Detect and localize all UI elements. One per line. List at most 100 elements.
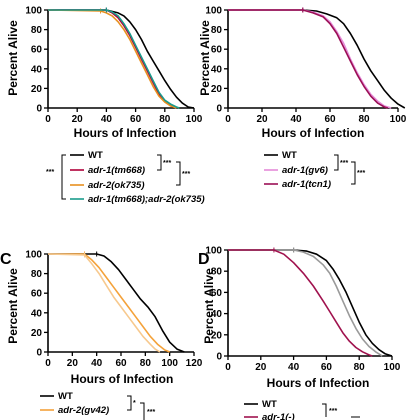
y-tick-label: 100 — [25, 6, 42, 17]
panel-c-ylabel: Percent Alive — [6, 268, 20, 344]
x-tick-label: 40 — [288, 362, 300, 373]
panel-a-xlabel: Hours of Infection — [74, 126, 177, 140]
panel-a-survival-chart: 0 20 40 60 80 100 0 20 40 60 80 100 Hours of Infect… — [6, 6, 205, 206]
series-line-series-1 — [228, 249, 383, 357]
y-tick-label: 20 — [211, 330, 223, 341]
y-tick-label: 20 — [211, 84, 223, 95]
y-tick-label: 0 — [36, 104, 42, 115]
y-tick-label: 40 — [211, 309, 223, 320]
y-tick-label: 80 — [211, 267, 223, 278]
legend-label-adr2-ok735: adr-2(ok735) — [88, 180, 145, 191]
series-line-adr-2-gv42 — [48, 253, 171, 353]
y-tick-label: 60 — [211, 45, 223, 56]
panel-d-sig-inner: *** — [329, 408, 337, 415]
panel-c-letter: C — [0, 251, 12, 268]
panel-a-bracket-outer — [61, 154, 66, 200]
panel-c-xlabel: Hours of Infection — [71, 372, 174, 386]
panel-c-plot-area: 0 20 40 60 80 100 0 20 40 60 80 100 120 — [25, 250, 202, 370]
legend-label-adr1-null: adr-1(-) — [262, 412, 295, 420]
y-tick-label: 80 — [31, 269, 43, 280]
panel-c-sig-inner: * — [133, 400, 136, 407]
x-tick-label: 20 — [67, 358, 79, 369]
x-tick-label: 60 — [324, 114, 336, 125]
panel-b-ylabel: Percent Alive — [198, 20, 212, 96]
y-tick-label: 40 — [31, 64, 43, 75]
y-tick-label: 40 — [31, 308, 43, 319]
panel-b-survival-chart: 0 20 40 60 80 100 0 20 40 60 80 100 Hours of Infect… — [198, 6, 407, 191]
legend-label-wt: WT — [58, 391, 73, 402]
panel-c-legend: WT adr-2(gv42) * *** — [40, 391, 155, 420]
y-tick-label: 80 — [211, 25, 223, 36]
panel-a-plot-area: 0 20 40 60 80 100 0 20 40 60 80 100 — [25, 6, 202, 126]
panel-d-xlabel: Hours of Infection — [267, 376, 370, 390]
panel-c-sig-outer: *** — [147, 409, 155, 416]
series-line-adr-1-tm668-adr-2-ok735 — [48, 9, 180, 109]
x-tick-label: 120 — [186, 358, 203, 369]
series-line-adr-2-ok735 — [47, 9, 177, 109]
x-tick-label: 0 — [45, 114, 51, 125]
x-tick-label: 20 — [72, 114, 84, 125]
y-tick-label: 60 — [31, 289, 43, 300]
panel-a-bracket-inner-1 — [157, 154, 162, 171]
x-tick-label: 100 — [186, 114, 203, 125]
panel-a-sig-inner-2: *** — [182, 171, 190, 178]
x-tick-label: 40 — [290, 114, 302, 125]
y-tick-label: 60 — [211, 288, 223, 299]
y-tick-label: 20 — [31, 328, 43, 339]
y-tick-label: 100 — [205, 6, 222, 17]
x-tick-label: 60 — [115, 358, 127, 369]
legend-label-wt: WT — [282, 150, 297, 161]
panel-b-sig-outer: *** — [357, 170, 365, 177]
x-tick-label: 80 — [140, 358, 152, 369]
panel-d-legend: WT adr-1(-) *** — [244, 399, 360, 420]
series-line-adr-1-tcn1 — [228, 9, 389, 109]
panel-a-sig-outer: *** — [46, 169, 54, 176]
panel-c-survival-chart: C 0 20 40 60 80 100 0 20 40 60 80 100 120 Hours of I… — [0, 250, 203, 420]
series-line-wt — [48, 9, 195, 109]
x-tick-label: 100 — [161, 358, 178, 369]
x-tick-label: 80 — [358, 114, 370, 125]
panel-a-sig-inner-1: *** — [163, 160, 171, 167]
x-tick-label: 100 — [390, 114, 407, 125]
panel-d-letter: D — [198, 251, 210, 268]
x-tick-label: 40 — [91, 358, 103, 369]
y-tick-label: 0 — [216, 352, 222, 363]
panel-d-survival-chart: D 0 20 40 60 80 100 0 20 40 60 80 100 Hours of Infe… — [198, 246, 401, 420]
y-tick-label: 100 — [25, 250, 42, 261]
panel-b-sig-inner: *** — [340, 160, 348, 167]
legend-label-adr2-gv42: adr-2(gv42) — [58, 405, 109, 416]
x-tick-label: 60 — [321, 362, 333, 373]
panel-b-legend: WT adr-1(gv6) adr-1(tcn1) *** *** — [264, 150, 365, 190]
series-line-wt — [228, 9, 406, 109]
panel-a-legend: WT adr-1(tm668) adr-2(ok735) adr-1(tm668… — [46, 150, 205, 205]
panel-d-ylabel: Percent Alive — [202, 268, 216, 344]
x-tick-label: 0 — [45, 358, 51, 369]
legend-label-wt: WT — [262, 399, 277, 410]
x-tick-label: 60 — [130, 114, 142, 125]
y-tick-label: 20 — [31, 84, 43, 95]
legend-label-adr1-gv6: adr-1(gv6) — [282, 165, 328, 176]
panel-a-bracket-inner-2 — [176, 161, 181, 186]
series-line-series-2 — [47, 253, 161, 353]
x-tick-label: 0 — [225, 362, 231, 373]
legend-label-double-mutant: adr-1(tm668);adr-2(ok735) — [88, 194, 205, 205]
legend-label-adr1-tcn1: adr-1(tcn1) — [282, 179, 331, 190]
y-tick-label: 60 — [31, 45, 43, 56]
legend-label-adr1-tm668: adr-1(tm668) — [88, 165, 145, 176]
series-line-adr-1-gv6 — [228, 9, 392, 109]
panel-c-bracket-inner — [127, 395, 132, 411]
y-tick-label: 40 — [211, 64, 223, 75]
panel-b-plot-area: 0 20 40 60 80 100 0 20 40 60 80 100 — [205, 6, 406, 126]
y-tick-label: 80 — [31, 25, 43, 36]
panel-c-bracket-outer — [140, 402, 145, 420]
y-tick-label: 100 — [205, 246, 222, 257]
panel-b-bracket-outer — [351, 161, 356, 185]
series-line-wt — [228, 249, 393, 357]
legend-label-wt: WT — [88, 150, 103, 161]
series-line-adr-1 — [228, 249, 373, 357]
panel-b-xlabel: Hours of Infection — [262, 126, 365, 140]
y-tick-label: 0 — [36, 348, 42, 359]
x-tick-label: 0 — [225, 114, 231, 125]
y-tick-label: 0 — [216, 104, 222, 115]
